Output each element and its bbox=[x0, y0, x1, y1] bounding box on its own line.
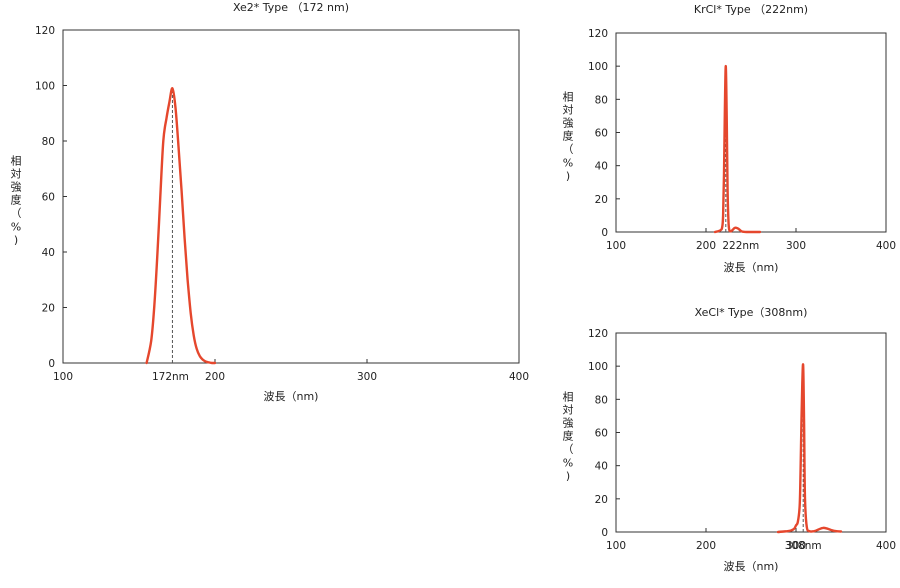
y-tick-label-1-6: 120 bbox=[588, 28, 608, 40]
x-tick-label-0-3: 400 bbox=[509, 371, 529, 383]
y-tick-label-0-3: 60 bbox=[42, 192, 55, 204]
y-tick-label-1-5: 100 bbox=[588, 61, 608, 73]
y-axis-label-0: 相対強度（%) bbox=[11, 155, 22, 247]
y-tick-label-2-3: 60 bbox=[595, 428, 608, 440]
x-axis-label-1: 波長（nm) bbox=[724, 261, 779, 274]
y-axis-label-1: 相対強度（%) bbox=[563, 91, 574, 183]
y-tick-label-2-6: 120 bbox=[588, 328, 608, 340]
x-tick-label-0-0: 100 bbox=[53, 371, 73, 383]
y-tick-label-2-1: 20 bbox=[595, 494, 608, 506]
peak-label-1: 222nm bbox=[722, 240, 759, 252]
chart-title-0: Xe2* Type （172 nm) bbox=[233, 1, 349, 14]
spectrum-curve-1-0 bbox=[713, 64, 762, 234]
x-tick-label-2-1: 200 bbox=[696, 540, 716, 552]
x-tick-label-2-0: 100 bbox=[606, 540, 626, 552]
x-tick-label-2-2: 300 bbox=[786, 540, 806, 552]
y-tick-label-2-4: 80 bbox=[595, 394, 608, 406]
x-tick-label-2-3: 400 bbox=[876, 540, 896, 552]
x-axis-label-0: 波長（nm) bbox=[264, 390, 319, 403]
chart-title-1: KrCl* Type （222nm) bbox=[694, 3, 808, 16]
y-tick-label-0-5: 100 bbox=[35, 81, 55, 93]
x-tick-label-1-3: 400 bbox=[876, 240, 896, 252]
y-tick-label-0-0: 0 bbox=[48, 358, 55, 370]
y-tick-label-0-4: 80 bbox=[42, 136, 55, 148]
y-tick-label-2-0: 0 bbox=[601, 527, 608, 539]
spectrum-curve-0-0 bbox=[145, 87, 217, 365]
y-tick-label-0-6: 120 bbox=[35, 25, 55, 37]
plot-frame-1 bbox=[615, 32, 887, 233]
spectrum-curve-2-0 bbox=[776, 363, 843, 534]
y-axis-label-2: 相対強度（%) bbox=[563, 391, 574, 483]
y-tick-label-1-3: 60 bbox=[595, 128, 608, 140]
chart-title-2: XeCl* Type（308nm) bbox=[695, 306, 808, 319]
y-tick-label-0-1: 20 bbox=[42, 303, 55, 315]
x-tick-label-1-0: 100 bbox=[606, 240, 626, 252]
plot-frame-0 bbox=[62, 29, 520, 364]
x-tick-label-1-1: 200 bbox=[696, 240, 716, 252]
x-tick-label-0-1: 200 bbox=[205, 371, 225, 383]
peak-label-0: 172nm bbox=[152, 371, 189, 383]
x-tick-label-0-2: 300 bbox=[357, 371, 377, 383]
y-tick-label-0-2: 40 bbox=[42, 247, 55, 259]
plot-frame-2 bbox=[615, 332, 887, 533]
y-tick-label-1-2: 40 bbox=[595, 161, 608, 173]
y-tick-label-1-4: 80 bbox=[595, 94, 608, 106]
peak-label-2: 308nm bbox=[785, 540, 822, 552]
y-tick-label-2-2: 40 bbox=[595, 461, 608, 473]
y-tick-label-1-1: 20 bbox=[595, 194, 608, 206]
x-tick-label-1-2: 300 bbox=[786, 240, 806, 252]
y-tick-label-1-0: 0 bbox=[601, 227, 608, 239]
y-tick-label-2-5: 100 bbox=[588, 361, 608, 373]
x-axis-label-2: 波長（nm) bbox=[724, 560, 779, 573]
